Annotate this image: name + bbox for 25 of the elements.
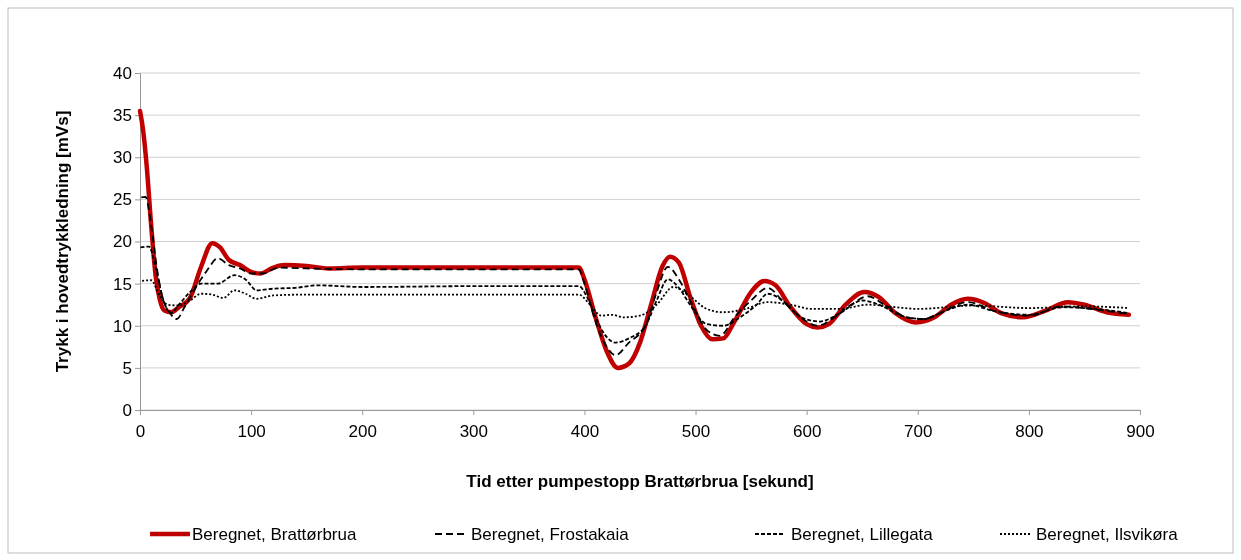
y-tick-label: 30: [113, 148, 132, 168]
x-tick-label: 500: [681, 421, 711, 441]
x-tick-label: 900: [1126, 421, 1155, 441]
x-tick-label: 800: [1015, 421, 1044, 441]
x-tick-label: 200: [348, 421, 377, 441]
legend-label: Beregnet, Lillegata: [791, 525, 934, 544]
x-tick-label: 600: [792, 421, 822, 441]
y-tick-label: 20: [113, 232, 132, 252]
y-axis-title: Trykk i hovedtrykkledning [mVs]: [53, 110, 72, 373]
legend-label: Beregnet, Frostakaia: [471, 525, 630, 544]
y-tick-label: 10: [113, 316, 132, 336]
x-tick-label: 300: [459, 421, 489, 441]
y-tick-label: 5: [122, 358, 132, 378]
x-axis-title: Tid etter pumpestopp Brattørbrua [sekund]: [466, 472, 814, 491]
x-tick-label: 700: [904, 421, 933, 441]
x-tick-label: 400: [570, 421, 600, 441]
y-tick-label: 40: [113, 63, 132, 83]
y-tick-label: 25: [113, 190, 132, 210]
x-tick-label: 0: [135, 421, 146, 441]
x-tick-label: 100: [237, 421, 266, 441]
y-tick-label: 15: [113, 274, 132, 294]
y-tick-label: 35: [113, 106, 132, 126]
legend-label: Beregnet, Ilsvikøra: [1036, 525, 1179, 544]
y-tick-label: 0: [122, 400, 132, 420]
legend-label: Beregnet, Brattørbrua: [192, 525, 357, 544]
